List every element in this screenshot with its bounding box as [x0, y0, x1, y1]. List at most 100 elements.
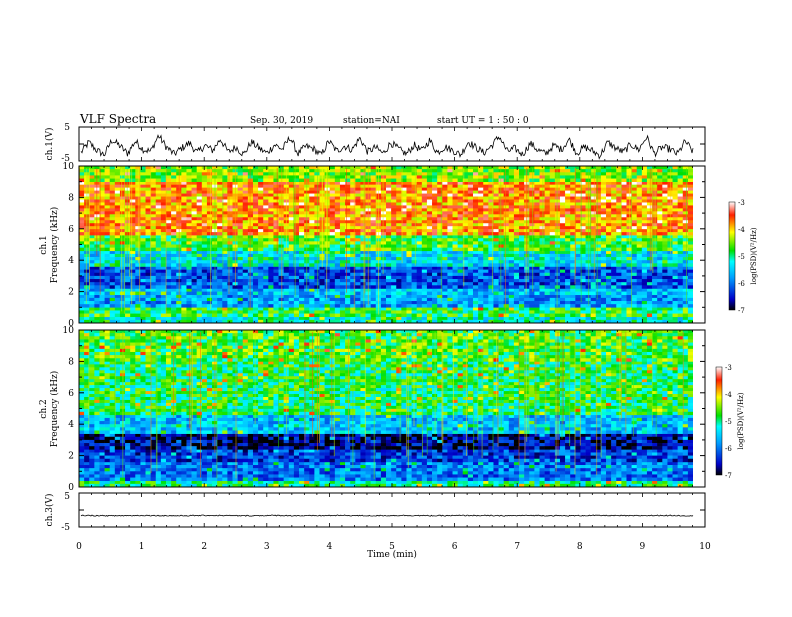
spectrogram-cell: [186, 310, 191, 313]
spectrogram-cell: [192, 260, 197, 263]
spectrogram-cell: [345, 298, 350, 301]
spectrogram-cell: [386, 202, 391, 205]
spectrogram-cell: [662, 197, 667, 200]
spectrogram-cell: [79, 301, 84, 304]
spectrogram-cell: [534, 182, 539, 185]
spectrogram-cell: [273, 217, 278, 220]
spectrogram-cell: [248, 307, 253, 310]
spectrogram-cell: [626, 257, 631, 260]
spectrogram-cell: [483, 194, 488, 197]
spectrogram-cell: [514, 307, 519, 310]
spectrogram-cell: [319, 298, 324, 301]
spectrogram-cell: [140, 282, 145, 285]
spectrogram-cell: [156, 270, 161, 273]
spectrogram-cell: [437, 217, 442, 220]
spectrogram-cell: [381, 260, 386, 263]
spectrogram-cell: [309, 279, 314, 282]
spectrogram-cell: [565, 241, 570, 244]
spectrogram-cell: [192, 182, 197, 185]
spectrogram-cell: [442, 292, 447, 295]
spectrogram-cell: [673, 279, 678, 282]
spectrogram-cell: [626, 263, 631, 266]
spectrogram-cell: [227, 211, 232, 214]
spectrogram-cell: [309, 188, 314, 191]
spectrogram-cell: [417, 298, 422, 301]
spectrogram-cell: [197, 260, 202, 263]
spectrogram-cell: [591, 279, 596, 282]
spectrogram-cell: [662, 208, 667, 211]
spectrogram-cell: [222, 317, 227, 320]
spectrogram-cell: [509, 185, 514, 188]
spectrogram-cell: [335, 254, 340, 257]
spectrogram-cell: [227, 238, 232, 241]
spectrogram-cell: [355, 270, 360, 273]
spectrogram-cell: [606, 208, 611, 211]
spectrogram-cell: [673, 245, 678, 248]
spectrogram-cell: [207, 238, 212, 241]
spectrogram-cell: [437, 288, 442, 291]
spectrogram-cell: [340, 257, 345, 260]
spectrogram-cell: [202, 314, 207, 317]
spectrogram-cell: [207, 310, 212, 313]
spectrogram-cell: [468, 191, 473, 194]
spectrogram-cell: [555, 276, 560, 279]
spectrogram-cell: [545, 248, 550, 251]
spectrogram-cell: [534, 257, 539, 260]
spectrogram-cell: [534, 248, 539, 251]
spectrogram-cell: [371, 251, 376, 254]
spectrogram-cell: [463, 292, 468, 295]
spectrogram-cell: [309, 185, 314, 188]
spectrogram-cell: [130, 208, 135, 211]
spectrogram-cell: [314, 202, 319, 205]
spectrogram-cell: [509, 314, 514, 317]
spectrogram-cell: [227, 248, 232, 251]
spectrogram-cell: [560, 295, 565, 298]
spectrogram-cell: [84, 317, 89, 320]
spectrogram-cell: [406, 310, 411, 313]
spectrogram-cell: [371, 202, 376, 205]
spectrogram-cell: [493, 273, 498, 276]
spectrogram-cell: [304, 301, 309, 304]
spectrogram-cell: [550, 185, 555, 188]
spectrogram-cell: [468, 248, 473, 251]
spectrogram-cell: [340, 199, 345, 202]
spectrogram-cell: [319, 304, 324, 307]
spectrogram-cell: [453, 295, 458, 298]
spectrogram-cell: [406, 266, 411, 269]
spectrogram-cell: [555, 211, 560, 214]
spectrogram-cell: [79, 298, 84, 301]
spectrogram-cell: [437, 214, 442, 217]
spectrogram-cell: [688, 310, 693, 313]
spectrogram-cell: [248, 304, 253, 307]
spectrogram-cell: [227, 288, 232, 291]
spectrogram-cell: [427, 260, 432, 263]
spectrogram-cell: [611, 314, 616, 317]
spectrogram-cell: [447, 208, 452, 211]
spectrogram-cell: [171, 182, 176, 185]
spectrogram-cell: [314, 273, 319, 276]
spectrogram-cell: [381, 182, 386, 185]
spectrogram-cell: [621, 266, 626, 269]
spectrogram-cell: [115, 257, 120, 260]
spectrogram-cell: [545, 254, 550, 257]
spectrogram-cell: [238, 263, 243, 266]
spectrogram-cell: [130, 194, 135, 197]
spectrogram-cell: [94, 295, 99, 298]
spectrogram-cell: [667, 205, 672, 208]
spectrogram-cell: [248, 288, 253, 291]
spectrogram-cell: [657, 208, 662, 211]
spectrogram-cell: [186, 270, 191, 273]
spectrogram-cell: [166, 194, 171, 197]
spectrogram-cell: [483, 214, 488, 217]
spectrogram-cell: [657, 202, 662, 205]
spectrogram-cell: [529, 276, 534, 279]
spectrogram-cell: [601, 314, 606, 317]
spectrogram-cell: [248, 188, 253, 191]
spectrogram-cell: [422, 238, 427, 241]
spectrogram-cell: [258, 270, 263, 273]
spectrogram-cell: [151, 304, 156, 307]
spectrogram-cell: [396, 292, 401, 295]
spectrogram-cell: [115, 235, 120, 238]
spectrogram-cell: [519, 285, 524, 288]
spectrogram-cell: [197, 310, 202, 313]
